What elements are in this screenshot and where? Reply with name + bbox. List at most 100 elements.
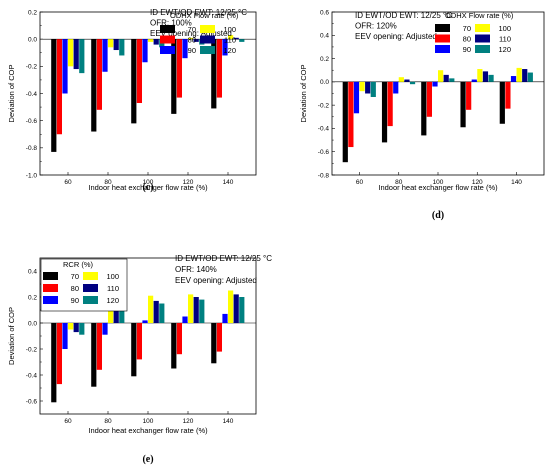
bar-110-120	[193, 297, 199, 323]
bar-80-60	[348, 81, 354, 148]
legend-swatch-70	[435, 24, 450, 32]
bar-70-120	[171, 39, 177, 114]
bar-70-80	[91, 323, 97, 387]
bar-80-60	[56, 39, 62, 135]
y-tick-label: 0.6	[320, 9, 329, 16]
bar-120-80	[409, 81, 416, 85]
legend-entry-110: 110	[224, 36, 236, 45]
chart-panel-d: -0.8 -0.6 -0.4 -0.2 0.0 0.2 0.4 0.6 60 80 100 120 14…	[299, 9, 545, 221]
bar-100-80	[398, 77, 404, 82]
y-tick-label: 0.0	[320, 79, 329, 86]
bar-120-100	[159, 303, 165, 323]
y-tick-label: -0.8	[318, 172, 330, 179]
bar-100-60	[68, 323, 74, 330]
annotation-line: ID EWT/OD EWT: 12/25 °C	[150, 8, 247, 17]
bar-100-60	[68, 39, 74, 67]
bar-100-100	[148, 39, 154, 42]
bar-100-140	[516, 67, 522, 82]
bar-100-140	[228, 290, 234, 323]
legend-swatch-110	[200, 35, 215, 44]
x-axis-label: Indoor heat exchanger flow rate (%)	[88, 183, 208, 192]
legend-entry-80: 80	[71, 284, 79, 293]
legend-entry-70: 70	[71, 272, 79, 281]
x-tick-label: 60	[356, 179, 364, 186]
y-tick-label: -0.6	[26, 118, 38, 125]
bar-90-80	[393, 81, 399, 94]
bar-100-120	[188, 294, 194, 323]
legend-swatch-120	[200, 46, 215, 54]
bar-110-80	[113, 308, 119, 323]
chart-panel-c: -1.0 -0.8 -0.6 -0.4 -0.2 0.0 0.2 60 80 100 120 140 I…	[7, 8, 257, 193]
bar-110-80	[404, 79, 410, 82]
bar-80-80	[96, 39, 102, 110]
bar-70-100	[131, 323, 137, 377]
legend-swatch-90	[43, 296, 58, 304]
y-tick-label: 0.2	[28, 294, 37, 301]
bar-90-120	[182, 39, 188, 59]
bar-70-60	[51, 323, 57, 403]
bar-90-140	[222, 313, 228, 323]
bar-110-100	[153, 39, 159, 45]
y-tick-label: 0.2	[28, 9, 37, 16]
legend: RCR (%) 70 80 90 100 110 120	[40, 258, 128, 312]
legend-swatch-120	[83, 296, 98, 304]
x-tick-label: 100	[143, 179, 154, 186]
bar-70-140	[211, 39, 217, 109]
legend-entry-110: 110	[499, 35, 511, 44]
legend-swatch-90	[160, 46, 175, 54]
x-tick-label: 80	[395, 179, 403, 186]
bar-90-80	[102, 323, 108, 335]
legend-swatch-90	[435, 45, 450, 53]
legend-entry-100: 100	[498, 24, 511, 33]
y-axis-label: Deviation of COP	[299, 65, 308, 123]
legend-entry-100: 100	[223, 25, 236, 34]
bar-110-100	[443, 74, 449, 82]
annotation-line: EEV opening: Adjusted	[175, 276, 257, 285]
bar-110-60	[73, 39, 79, 70]
bar-90-60	[353, 81, 360, 114]
legend-title: ODHX Flow rate (%)	[445, 11, 514, 20]
bar-80-120	[466, 81, 472, 110]
legend-entry-70: 70	[188, 25, 196, 34]
legend-title: RCR (%)	[63, 260, 93, 269]
bar-110-80	[113, 39, 119, 51]
y-tick-label: -1.0	[26, 172, 38, 179]
bar-70-100	[131, 39, 137, 124]
legend-entry-100: 100	[106, 272, 119, 281]
legend-entry-80: 80	[188, 36, 196, 45]
x-tick-label: 80	[104, 179, 112, 186]
annotation-line: OFR: 140%	[175, 265, 217, 274]
x-axis-label: Indoor heat exchanger flow rate (%)	[378, 183, 498, 192]
x-tick-label: 140	[223, 179, 234, 186]
bar-80-140	[505, 81, 511, 109]
legend-swatch-100	[200, 25, 215, 33]
annotation-line: ID EWT/OD EWT: 12/25 °C	[355, 11, 452, 20]
bar-70-120	[171, 323, 177, 369]
bar-70-60	[342, 81, 348, 163]
y-tick-label: -0.2	[26, 64, 38, 71]
legend-entry-90: 90	[463, 45, 471, 54]
x-tick-label: 120	[183, 179, 194, 186]
bar-90-120	[471, 79, 477, 82]
legend-entry-80: 80	[463, 35, 471, 44]
bar-90-120	[182, 316, 188, 323]
bar-80-140	[216, 323, 222, 352]
bar-110-60	[365, 81, 371, 94]
legend-swatch-100	[83, 272, 98, 280]
legend-swatch-110	[83, 284, 98, 292]
y-tick-label: -0.2	[318, 102, 330, 109]
bar-80-100	[136, 39, 142, 104]
y-tick-label: 0.0	[28, 36, 37, 43]
y-tick-label: 0.4	[320, 33, 329, 40]
bar-80-120	[176, 39, 182, 98]
y-tick-label: 0.4	[28, 268, 37, 275]
y-tick-label: 0.2	[320, 56, 329, 63]
bar-120-120	[199, 299, 205, 323]
y-tick-label: -0.6	[318, 149, 330, 156]
legend-entry-120: 120	[498, 45, 511, 54]
bar-90-60	[62, 39, 68, 94]
bar-110-140	[522, 69, 528, 82]
